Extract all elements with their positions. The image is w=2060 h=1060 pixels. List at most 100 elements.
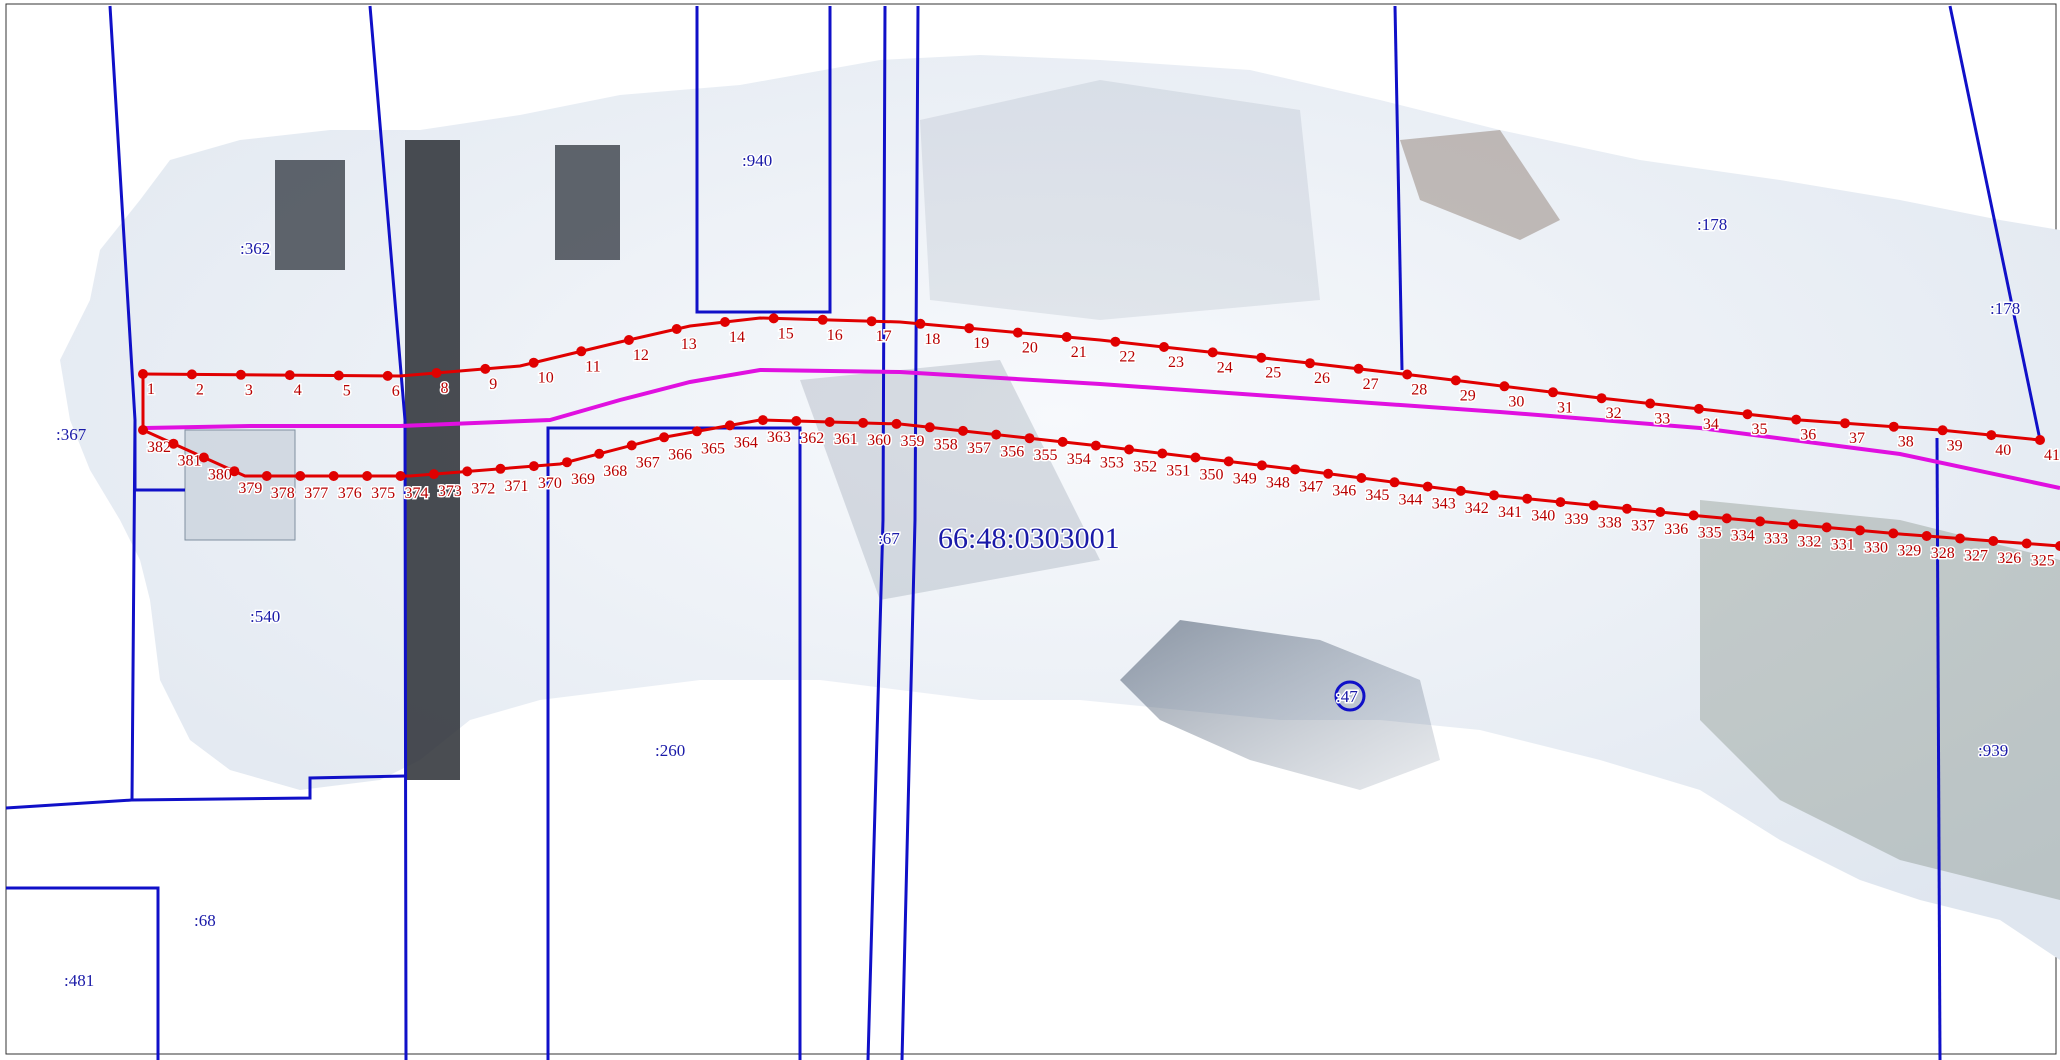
boundary-point-marker-19	[964, 323, 975, 334]
boundary-point-marker-22	[1110, 336, 1121, 347]
boundary-point-label-337: 337	[1631, 518, 1655, 535]
boundary-point-marker-28	[1402, 369, 1413, 380]
boundary-point-marker-348	[1256, 460, 1267, 471]
boundary-point-label-37: 37	[1849, 430, 1865, 447]
boundary-point-marker-380	[198, 452, 209, 463]
boundary-point-marker-377	[295, 471, 306, 481]
boundary-point-marker-364	[724, 420, 735, 431]
boundary-point-label-328: 328	[1931, 545, 1955, 562]
boundary-point-marker-339	[1555, 497, 1566, 508]
boundary-point-marker-336	[1655, 507, 1666, 517]
boundary-point-marker-337	[1622, 503, 1632, 514]
boundary-point-marker-328	[1921, 531, 1932, 541]
boundary-point-label-361: 361	[834, 431, 858, 448]
boundary-point-label-31: 31	[1557, 399, 1573, 416]
boundary-point-marker-21	[1061, 332, 1072, 342]
boundary-point-marker-381	[168, 438, 179, 449]
boundary-point-label-327: 327	[1964, 548, 1988, 565]
boundary-point-label-6: 6	[392, 383, 400, 400]
boundary-point-marker-38	[1888, 421, 1899, 432]
parcel-label-260: :260	[655, 741, 685, 760]
boundary-point-marker-20	[1012, 327, 1023, 338]
parcel-label-481: :481	[64, 971, 94, 990]
boundary-point-marker-30	[1499, 381, 1510, 392]
parcel-label-362: :362	[240, 239, 270, 258]
parcel-label-47: :47	[1336, 687, 1358, 706]
boundary-point-label-339: 339	[1565, 511, 1589, 528]
boundary-point-marker-12	[623, 335, 634, 345]
boundary-point-marker-332	[1788, 519, 1799, 530]
boundary-point-marker-367	[626, 440, 637, 451]
boundary-point-marker-343	[1422, 481, 1433, 492]
boundary-point-marker-27	[1353, 363, 1364, 374]
boundary-point-marker-375	[362, 471, 373, 481]
boundary-point-label-369: 369	[571, 471, 595, 488]
boundary-point-label-360: 360	[867, 432, 891, 449]
boundary-point-marker-16	[817, 314, 828, 325]
boundary-point-label-343: 343	[1432, 496, 1456, 513]
boundary-point-marker-342	[1455, 485, 1466, 496]
boundary-point-marker-40	[1986, 430, 1997, 441]
boundary-point-marker-23	[1159, 342, 1169, 352]
boundary-point-label-353: 353	[1100, 455, 1124, 472]
boundary-point-marker-370	[528, 461, 539, 472]
boundary-point-label-10: 10	[538, 370, 554, 387]
boundary-point-marker-8	[431, 368, 442, 378]
boundary-point-label-348: 348	[1266, 474, 1290, 491]
boundary-point-label-13: 13	[681, 336, 697, 353]
boundary-point-label-1: 1	[147, 381, 155, 398]
parcel-label-939: :939	[1978, 741, 2008, 760]
boundary-point-marker-373	[428, 469, 439, 480]
boundary-point-label-23: 23	[1168, 354, 1184, 371]
boundary-point-marker-9	[480, 363, 491, 374]
boundary-point-marker-330	[1855, 525, 1865, 536]
boundary-point-label-336: 336	[1664, 521, 1688, 538]
boundary-point-label-363: 363	[767, 429, 791, 446]
boundary-point-label-364: 364	[734, 434, 758, 451]
boundary-point-marker-368	[594, 448, 605, 459]
boundary-point-label-335: 335	[1698, 524, 1722, 541]
boundary-point-label-14: 14	[729, 329, 745, 346]
boundary-point-label-356: 356	[1000, 444, 1024, 461]
boundary-point-label-376: 376	[338, 485, 362, 502]
boundary-point-marker-3	[235, 369, 246, 380]
boundary-point-marker-350	[1190, 452, 1201, 463]
boundary-point-label-35: 35	[1752, 421, 1768, 438]
boundary-point-marker-335	[1688, 510, 1699, 521]
boundary-point-label-351: 351	[1166, 463, 1190, 480]
boundary-point-label-355: 355	[1034, 447, 1058, 464]
boundary-point-label-338: 338	[1598, 514, 1622, 531]
boundary-point-marker-325	[2021, 538, 2032, 549]
boundary-point-marker-4	[284, 370, 295, 381]
boundary-point-label-17: 17	[876, 328, 892, 345]
boundary-point-label-358: 358	[934, 436, 958, 453]
boundary-point-label-34: 34	[1703, 416, 1719, 433]
boundary-point-label-375: 375	[371, 485, 395, 502]
boundary-point-label-8: 8	[441, 380, 449, 397]
boundary-point-label-346: 346	[1332, 483, 1356, 500]
boundary-point-marker-1	[138, 369, 148, 379]
boundary-point-label-4: 4	[294, 382, 302, 399]
boundary-point-label-15: 15	[778, 325, 794, 342]
boundary-point-marker-378	[261, 471, 272, 481]
centerline	[144, 367, 2060, 490]
parcel-label-178-b: :178	[1990, 299, 2020, 318]
parcel-label-67: :67	[878, 529, 900, 548]
boundary-point-label-11: 11	[585, 358, 600, 375]
boundary-point-marker-371	[495, 463, 506, 474]
boundary-point-marker-15	[768, 313, 779, 324]
boundary-point-marker-347	[1290, 464, 1301, 475]
boundary-point-label-333: 333	[1764, 530, 1788, 547]
boundary-point-marker-349	[1223, 456, 1234, 467]
parcel-label-367: :367	[56, 425, 87, 444]
boundary-point-label-39: 39	[1947, 437, 1963, 454]
boundary-point-marker-358	[924, 422, 935, 433]
boundary-point-marker-341	[1489, 490, 1499, 501]
boundary-point-label-377: 377	[304, 485, 328, 502]
boundary-point-label-347: 347	[1299, 478, 1323, 495]
boundary-point-marker-353	[1090, 440, 1101, 451]
boundary-point-label-12: 12	[633, 347, 649, 364]
boundary-point-marker-346	[1323, 468, 1334, 479]
boundary-point-marker-356	[991, 429, 1002, 440]
